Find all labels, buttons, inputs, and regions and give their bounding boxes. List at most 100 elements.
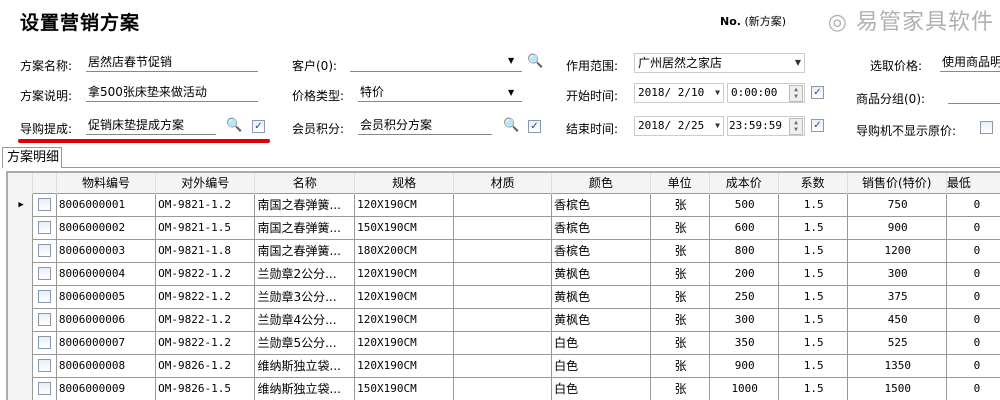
cell-9[interactable]: 750: [846, 192, 947, 217]
guide-commission-input[interactable]: 促销床垫提成方案: [86, 117, 216, 135]
customer-select[interactable]: [350, 54, 522, 72]
cell-3[interactable]: 120X190CM: [354, 192, 455, 217]
lookup-icon[interactable]: 🔍: [527, 54, 544, 69]
row-header[interactable]: [8, 285, 34, 308]
cell-5[interactable]: 香槟色: [551, 215, 651, 240]
cell-1[interactable]: OM-9821-1.5: [155, 215, 256, 240]
cell-1[interactable]: OM-9821-1.8: [155, 238, 256, 263]
cell-3[interactable]: 120X190CM: [354, 284, 455, 309]
column-header[interactable]: 规格: [354, 173, 455, 193]
table-row[interactable]: 8006000008 OM-9826-1.2 维纳斯独立袋... 120X190CM 白…: [8, 353, 1000, 378]
hide-original-price-checkbox[interactable]: [980, 121, 993, 134]
cell-0[interactable]: 8006000002: [55, 215, 157, 240]
cell-0[interactable]: 8006000006: [55, 307, 157, 332]
start-date-picker[interactable]: 2018/ 2/10 ▼: [634, 83, 724, 103]
member-points-checkbox[interactable]: ✓: [528, 120, 541, 133]
cell-6[interactable]: 张: [649, 192, 710, 217]
cell-6[interactable]: 张: [649, 307, 710, 332]
column-header[interactable]: 材质: [453, 173, 553, 193]
cell-7[interactable]: 600: [708, 215, 779, 240]
cell-5[interactable]: 白色: [551, 330, 651, 355]
table-row[interactable]: 8006000002 OM-9821-1.5 南国之春弹簧... 150X190CM 香…: [8, 215, 1000, 240]
column-header[interactable]: 销售价(特价): [847, 173, 947, 193]
cell-1[interactable]: OM-9822-1.2: [155, 307, 256, 332]
cell-3[interactable]: 120X190CM: [354, 330, 455, 355]
column-header[interactable]: 物料编号: [56, 173, 157, 193]
start-time-input[interactable]: 0:00:00 ▲ ▼: [727, 83, 805, 103]
cell-1[interactable]: OM-9822-1.2: [155, 284, 256, 309]
cell-4[interactable]: [453, 307, 553, 332]
cell-2[interactable]: 南国之春弹簧...: [254, 192, 356, 217]
table-row[interactable]: 8006000006 OM-9822-1.2 兰勋章4公分... 120X190CM 黄…: [8, 307, 1000, 332]
cell-4[interactable]: [453, 261, 553, 286]
table-row[interactable]: 8006000009 OM-9826-1.5 维纳斯独立袋... 150X190CM 白…: [8, 376, 1000, 400]
cell-4[interactable]: [453, 215, 553, 240]
row-header[interactable]: [8, 308, 34, 331]
cell-8[interactable]: 1.5: [777, 330, 848, 355]
cell-4[interactable]: [453, 192, 553, 217]
column-header[interactable]: 单位: [650, 173, 710, 193]
row-header[interactable]: [8, 239, 34, 262]
tab-scheme-detail[interactable]: 方案明细: [2, 147, 62, 168]
cell-10[interactable]: 0: [945, 353, 1000, 378]
cell-5[interactable]: 白色: [551, 376, 651, 400]
cell-0[interactable]: 8006000003: [55, 238, 157, 263]
cell-2[interactable]: 南国之春弹簧...: [254, 215, 356, 240]
row-header[interactable]: [8, 262, 34, 285]
scheme-name-input[interactable]: 居然店春节促销: [86, 54, 258, 72]
chevron-down-icon[interactable]: ▼: [508, 56, 515, 65]
row-header[interactable]: [8, 216, 34, 239]
cell-9[interactable]: 900: [846, 215, 947, 240]
column-header[interactable]: 最低: [946, 173, 1000, 193]
row-checkbox[interactable]: [38, 221, 52, 234]
product-group-input[interactable]: [948, 86, 1000, 104]
cell-5[interactable]: 香槟色: [551, 238, 651, 263]
cell-0[interactable]: 8006000009: [55, 376, 157, 400]
lookup-icon[interactable]: 🔍: [503, 118, 520, 133]
current-row-indicator-icon[interactable]: ▶: [8, 193, 34, 216]
cell-7[interactable]: 1000: [708, 376, 779, 400]
cell-9[interactable]: 450: [846, 307, 947, 332]
cell-7[interactable]: 500: [708, 192, 779, 217]
cell-10[interactable]: 0: [945, 307, 1000, 332]
cell-2[interactable]: 维纳斯独立袋...: [254, 376, 356, 400]
cell-7[interactable]: 900: [708, 353, 779, 378]
cell-4[interactable]: [453, 376, 553, 400]
end-time-checkbox[interactable]: ✓: [811, 119, 824, 132]
cell-9[interactable]: 1200: [846, 238, 947, 263]
price-type-select[interactable]: 特价: [358, 84, 522, 102]
cell-8[interactable]: 1.5: [777, 238, 848, 263]
cell-7[interactable]: 250: [708, 284, 779, 309]
cell-6[interactable]: 张: [649, 261, 710, 286]
cell-4[interactable]: [453, 284, 553, 309]
row-header[interactable]: [8, 331, 34, 354]
table-row[interactable]: 8006000003 OM-9821-1.8 南国之春弹簧... 180X200CM 香…: [8, 238, 1000, 263]
cell-3[interactable]: 120X190CM: [354, 261, 455, 286]
cell-3[interactable]: 120X190CM: [354, 353, 455, 378]
cell-4[interactable]: [453, 353, 553, 378]
cell-2[interactable]: 兰勋章4公分...: [254, 307, 356, 332]
cell-9[interactable]: 300: [846, 261, 947, 286]
cell-9[interactable]: 525: [846, 330, 947, 355]
cell-10[interactable]: 0: [945, 192, 1000, 217]
spin-icon[interactable]: ▲ ▼: [789, 85, 803, 102]
scheme-desc-input[interactable]: 拿500张床垫来做活动: [86, 84, 258, 102]
row-checkbox[interactable]: [38, 267, 52, 280]
cell-4[interactable]: [453, 330, 553, 355]
cell-6[interactable]: 张: [649, 215, 710, 240]
cell-8[interactable]: 1.5: [777, 307, 848, 332]
cell-10[interactable]: 0: [945, 261, 1000, 286]
scope-select[interactable]: 广州居然之家店 ▼: [634, 53, 805, 73]
guide-commission-checkbox[interactable]: ✓: [252, 120, 265, 133]
cell-5[interactable]: 白色: [551, 353, 651, 378]
cell-1[interactable]: OM-9826-1.5: [155, 376, 256, 400]
row-checkbox[interactable]: [38, 336, 52, 349]
cell-5[interactable]: 黄枫色: [551, 284, 651, 309]
column-header[interactable]: 颜色: [551, 173, 651, 193]
cell-6[interactable]: 张: [649, 284, 710, 309]
row-checkbox[interactable]: [38, 382, 52, 395]
cell-10[interactable]: 0: [945, 376, 1000, 400]
member-points-input[interactable]: 会员积分方案: [358, 117, 492, 135]
column-header[interactable]: 名称: [254, 173, 356, 193]
cell-6[interactable]: 张: [649, 238, 710, 263]
